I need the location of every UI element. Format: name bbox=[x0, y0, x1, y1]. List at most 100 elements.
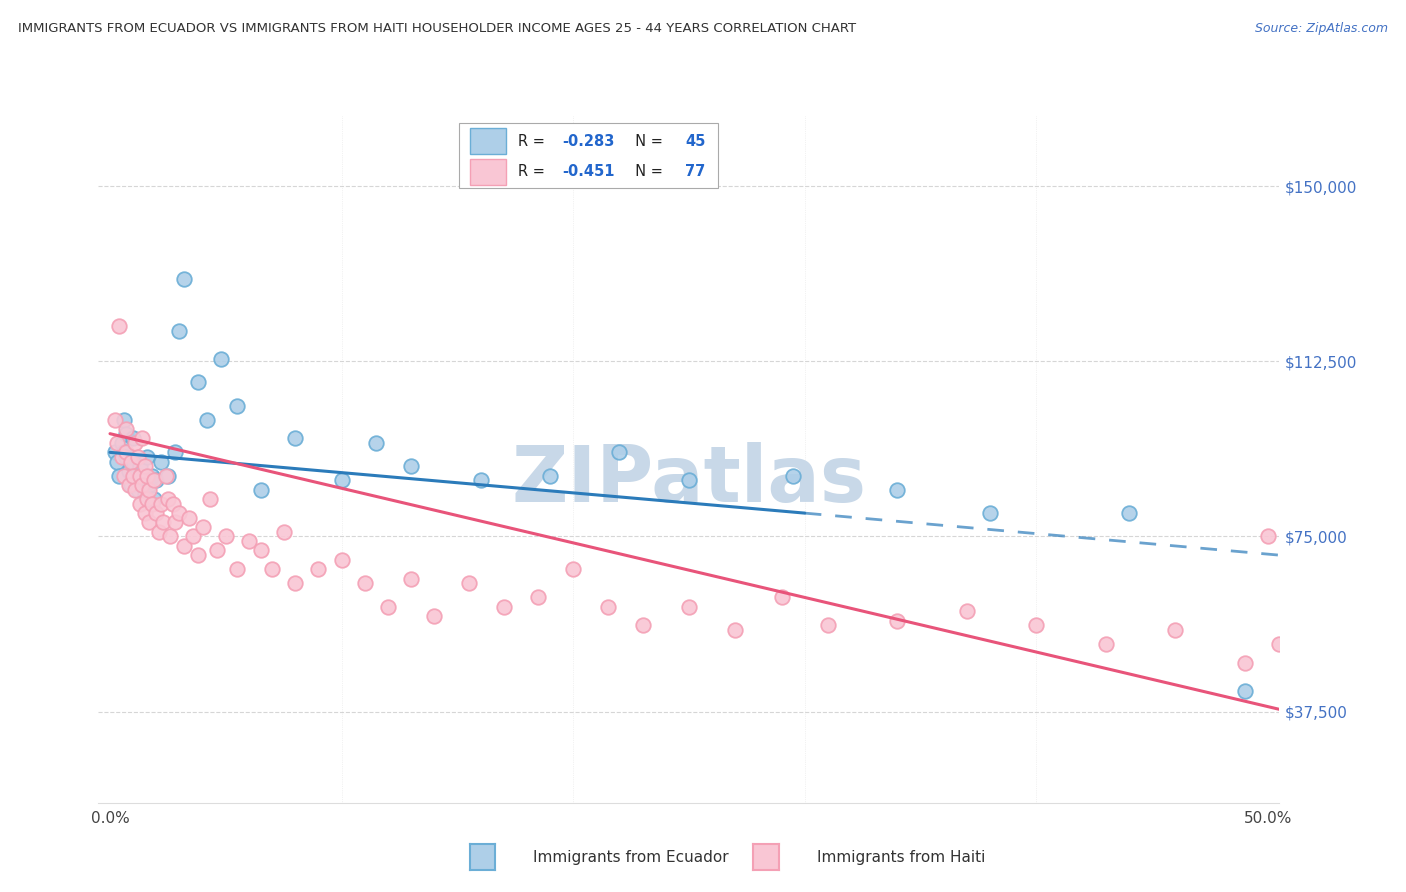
Point bbox=[284, 431, 307, 445]
Point bbox=[136, 492, 159, 507]
Text: -0.283: -0.283 bbox=[562, 134, 614, 149]
Point bbox=[979, 506, 1001, 520]
Text: R =: R = bbox=[517, 134, 550, 149]
Point bbox=[117, 464, 139, 478]
Point bbox=[110, 450, 132, 464]
Point bbox=[631, 618, 654, 632]
Point bbox=[134, 459, 156, 474]
Point bbox=[307, 562, 329, 576]
Point bbox=[159, 529, 181, 543]
Point bbox=[1303, 651, 1326, 665]
Point bbox=[678, 474, 700, 488]
Text: IMMIGRANTS FROM ECUADOR VS IMMIGRANTS FROM HAITI HOUSEHOLDER INCOME AGES 25 - 44: IMMIGRANTS FROM ECUADOR VS IMMIGRANTS FR… bbox=[18, 22, 856, 36]
Point bbox=[108, 319, 131, 334]
Point bbox=[129, 468, 152, 483]
Point bbox=[238, 534, 260, 549]
Point bbox=[470, 474, 492, 488]
Point bbox=[366, 436, 388, 450]
Point bbox=[458, 576, 481, 591]
Text: Immigrants from Ecuador: Immigrants from Ecuador bbox=[533, 849, 728, 864]
Point bbox=[108, 468, 131, 483]
Text: N =: N = bbox=[626, 134, 668, 149]
Point bbox=[191, 520, 214, 534]
Point bbox=[117, 478, 139, 492]
Text: 45: 45 bbox=[685, 134, 706, 149]
Point bbox=[377, 599, 399, 614]
Point bbox=[187, 376, 209, 390]
Point bbox=[1257, 529, 1279, 543]
Point bbox=[1025, 618, 1047, 632]
Point bbox=[122, 468, 145, 483]
Point bbox=[177, 510, 200, 524]
Point bbox=[1164, 623, 1187, 637]
Point bbox=[122, 455, 145, 469]
Point bbox=[104, 412, 127, 426]
Point bbox=[209, 351, 232, 366]
Point bbox=[205, 543, 228, 558]
Text: ZIPatlas: ZIPatlas bbox=[512, 442, 866, 518]
Point bbox=[195, 412, 218, 426]
Point bbox=[817, 618, 839, 632]
Point bbox=[330, 553, 353, 567]
Point bbox=[131, 478, 153, 492]
Point bbox=[115, 422, 138, 436]
Point bbox=[226, 562, 249, 576]
Point bbox=[1279, 646, 1302, 660]
Point bbox=[163, 516, 186, 530]
Point bbox=[155, 468, 177, 483]
Point bbox=[262, 562, 284, 576]
Point bbox=[782, 468, 804, 483]
Point bbox=[538, 468, 561, 483]
Point bbox=[187, 548, 209, 562]
Point bbox=[173, 272, 195, 286]
Point bbox=[562, 562, 585, 576]
Text: Immigrants from Haiti: Immigrants from Haiti bbox=[817, 849, 986, 864]
Point bbox=[134, 487, 156, 501]
Point bbox=[124, 436, 146, 450]
Point bbox=[110, 436, 132, 450]
Point bbox=[149, 455, 172, 469]
Text: 77: 77 bbox=[685, 164, 706, 179]
Point bbox=[183, 529, 205, 543]
Point bbox=[169, 324, 191, 338]
Point bbox=[115, 445, 138, 459]
Point bbox=[134, 506, 156, 520]
Text: R =: R = bbox=[517, 164, 550, 179]
Point bbox=[141, 497, 163, 511]
Point bbox=[104, 445, 127, 459]
Point bbox=[138, 516, 160, 530]
Point bbox=[423, 608, 446, 623]
Text: N =: N = bbox=[626, 164, 668, 179]
Point bbox=[273, 524, 295, 539]
Point bbox=[156, 468, 179, 483]
Point bbox=[141, 468, 163, 483]
Point bbox=[149, 497, 172, 511]
Point bbox=[131, 474, 153, 488]
Point bbox=[163, 445, 186, 459]
Point bbox=[120, 478, 142, 492]
Point bbox=[152, 516, 174, 530]
Point bbox=[127, 483, 149, 497]
Point bbox=[112, 412, 135, 426]
Point bbox=[249, 483, 271, 497]
Text: Source: ZipAtlas.com: Source: ZipAtlas.com bbox=[1254, 22, 1388, 36]
Point bbox=[1326, 660, 1348, 674]
FancyBboxPatch shape bbox=[471, 128, 506, 154]
Point bbox=[115, 450, 138, 464]
Point bbox=[115, 426, 138, 441]
Point bbox=[215, 529, 238, 543]
Text: -0.451: -0.451 bbox=[562, 164, 614, 179]
Point bbox=[678, 599, 700, 614]
Point bbox=[156, 492, 179, 507]
Point bbox=[143, 492, 166, 507]
Point bbox=[129, 459, 152, 474]
Point bbox=[284, 576, 307, 591]
Point bbox=[399, 459, 422, 474]
Point bbox=[198, 492, 221, 507]
Point bbox=[173, 539, 195, 553]
Point bbox=[112, 468, 135, 483]
Point bbox=[105, 436, 128, 450]
Point bbox=[886, 614, 908, 628]
Point bbox=[770, 591, 793, 605]
Point bbox=[609, 445, 631, 459]
